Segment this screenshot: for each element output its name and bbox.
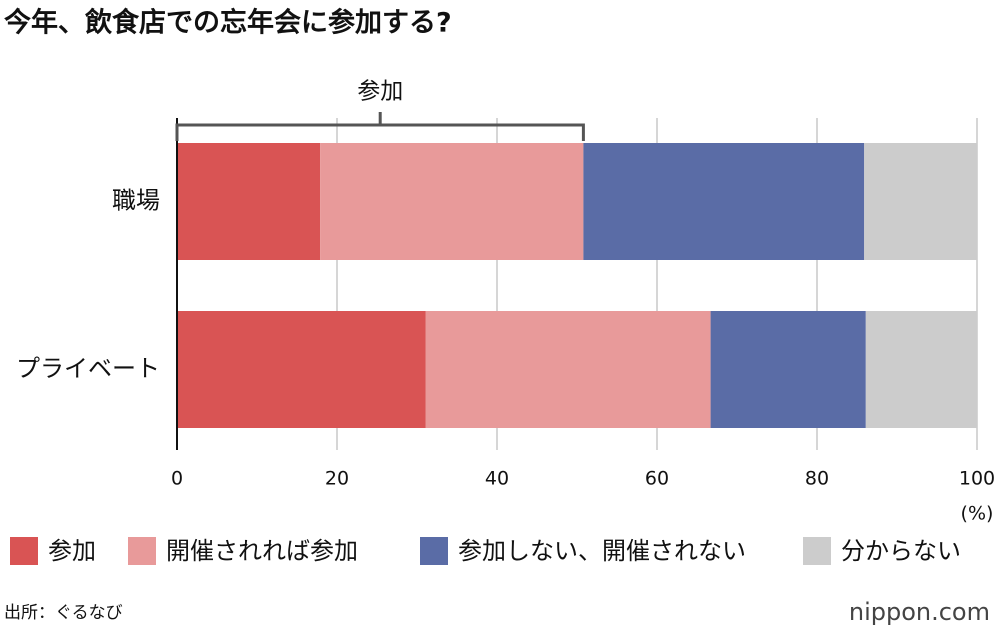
chart-title: 今年、飲食店での忘年会に参加する? (4, 7, 452, 39)
legend-label: 開催されれば参加 (166, 537, 358, 565)
x-tick-label: 0 (171, 468, 183, 490)
legend-swatch (10, 537, 38, 565)
bar-segment (710, 311, 866, 428)
x-tick-label: 80 (805, 468, 829, 490)
legend-swatch (128, 537, 156, 565)
x-tick-label: 100 (959, 468, 995, 490)
legend-swatch (803, 537, 831, 565)
bar-segment (425, 311, 711, 428)
x-tick-label: 20 (325, 468, 349, 490)
legend-label: 分からない (841, 537, 961, 565)
bar-segment (177, 143, 321, 260)
x-axis-label: (%) (961, 503, 994, 525)
y-tick-label: 職場 (112, 187, 160, 215)
bar-segment (864, 143, 977, 260)
legend-label: 参加 (48, 537, 96, 565)
bar-segment (177, 311, 426, 428)
bar-segment (583, 143, 865, 260)
brand-logo: nippon.com (849, 598, 990, 626)
x-tick-label: 60 (645, 468, 669, 490)
x-tick-label: 40 (485, 468, 509, 490)
annotation-bracket (175, 112, 585, 141)
legend-swatch (420, 537, 448, 565)
annotation-label: 参加 (357, 79, 403, 105)
bar-segment (320, 143, 584, 260)
y-tick-label: プライベート (16, 355, 160, 383)
bar-segment (865, 311, 977, 428)
source: 出所：ぐるなび (4, 603, 123, 623)
legend-label: 参加しない、開催されない (458, 537, 746, 565)
